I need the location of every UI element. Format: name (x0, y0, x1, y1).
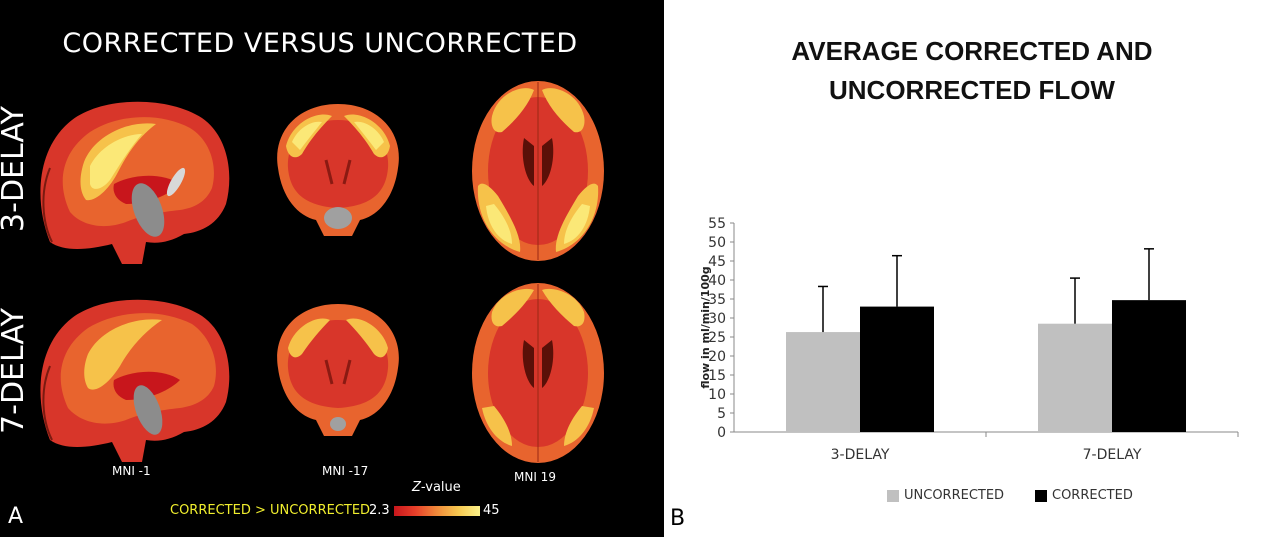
panel-a-title: CORRECTED VERSUS UNCORRECTED (62, 28, 578, 59)
y-tick-label: 40 (708, 273, 726, 289)
colorbar-contrast-label: CORRECTED > UNCORRECTED (170, 503, 371, 518)
colorbar-max-label: 45 (483, 503, 500, 518)
panel-b-letter: B (670, 506, 686, 531)
chart-title: AVERAGE CORRECTED AND UNCORRECTED FLOW (664, 32, 1280, 110)
legend-item-uncorrected: UNCORRECTED (887, 488, 1004, 503)
y-tick-label: 25 (708, 330, 726, 346)
y-tick-label: 45 (708, 254, 726, 270)
legend-label-corrected: CORRECTED (1052, 488, 1133, 503)
bar-chart: 0 5 10 15 20 25 30 35 40 45 50 55 flow in ml/min/100… (699, 216, 1239, 463)
y-tick-label: 20 (708, 349, 726, 365)
panel-a-brain-maps: CORRECTED VERSUS UNCORRECTED 3-DELAY 7-D… (0, 0, 664, 537)
x-category-label: 7-DELAY (1083, 447, 1142, 463)
y-tick-label: 15 (708, 368, 726, 384)
brain-map-3-delay-coronal (277, 104, 399, 236)
row-label-3-delay: 3-DELAY (0, 106, 31, 232)
bar-corrected-3-delay (860, 306, 934, 432)
legend-swatch-corrected (1035, 489, 1047, 502)
y-tick-label: 10 (708, 387, 726, 403)
panel-b-bar-chart: AVERAGE CORRECTED AND UNCORRECTED FLOW 0… (664, 0, 1280, 537)
y-tick-label: 30 (708, 311, 726, 327)
row-label-7-delay: 7-DELAY (0, 308, 31, 434)
legend-item-corrected: CORRECTED (1035, 488, 1133, 503)
slice-label-axial: MNI 19 (514, 470, 556, 484)
y-tick-label: 55 (708, 216, 726, 232)
slice-label-coronal: MNI -17 (322, 464, 369, 478)
bar-uncorrected-3-delay (786, 332, 860, 432)
colorbar-min-label: 2.3 (369, 503, 390, 518)
bar-corrected-7-delay (1112, 300, 1186, 432)
y-tick-label: 0 (717, 425, 726, 441)
slice-label-sagittal: MNI -1 (112, 464, 151, 478)
y-tick-label: 35 (708, 292, 726, 308)
panel-a-letter: A (8, 504, 24, 529)
chart-title-line-2: UNCORRECTED FLOW (829, 75, 1115, 105)
brain-map-7-delay-coronal (277, 304, 399, 436)
y-tick-label: 5 (717, 406, 726, 422)
legend-label-uncorrected: UNCORRECTED (904, 488, 1005, 503)
bar-uncorrected-7-delay (1038, 323, 1112, 432)
y-axis-label: flow in ml/min/100g (699, 266, 712, 388)
brain-map-3-delay-sagittal (40, 101, 230, 264)
brain-map-3-delay-axial (472, 81, 604, 261)
y-tick-label: 50 (708, 235, 726, 251)
colorbar (394, 506, 480, 516)
brain-map-7-delay-axial (472, 283, 604, 463)
chart-title-line-1: AVERAGE CORRECTED AND (791, 36, 1153, 66)
legend-swatch-uncorrected (887, 489, 899, 502)
brain-map-7-delay-sagittal (40, 299, 230, 462)
colorbar-title: Z-value (412, 480, 461, 495)
x-category-label: 3-DELAY (831, 447, 890, 463)
